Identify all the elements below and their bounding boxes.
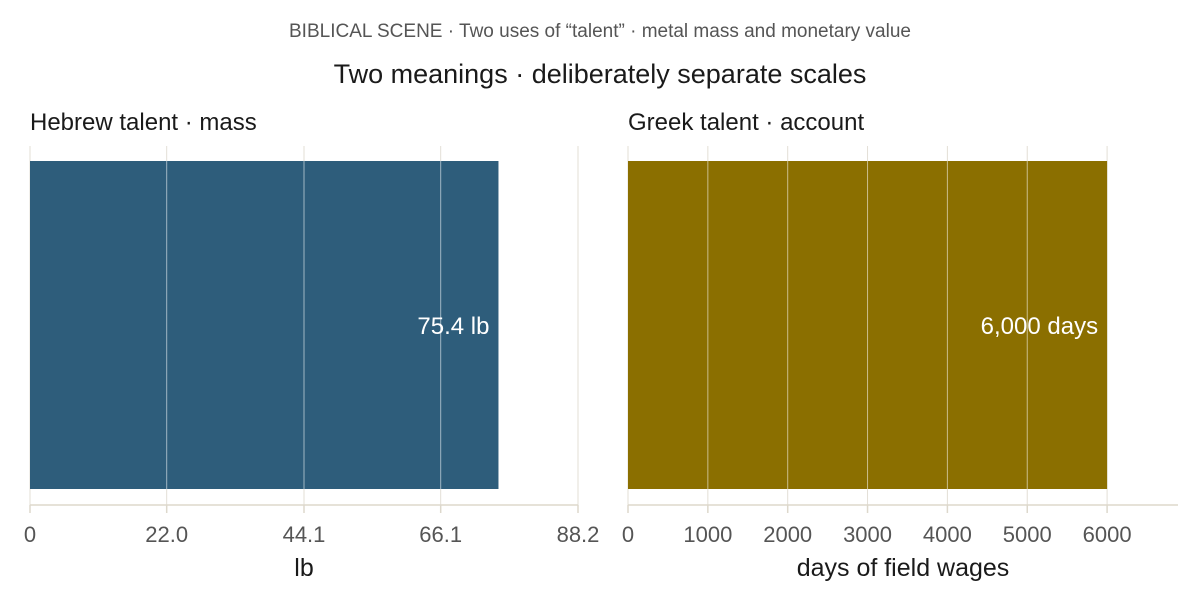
x-tick-label-hebrew: 0 (24, 522, 36, 547)
x-tick-label-greek: 5000 (1003, 522, 1052, 547)
x-tick-label-hebrew: 44.1 (283, 522, 326, 547)
x-tick-label-hebrew: 88.2 (557, 522, 600, 547)
overlay-hebrew: 75.4 lb (166, 161, 489, 489)
x-tick-label-greek: 3000 (843, 522, 892, 547)
x-axis-hebrew: 0 22.0 44.1 66.1 88.2 (24, 504, 600, 547)
x-axis-greek: 0 1000 2000 3000 4000 5000 6000 (622, 504, 1178, 547)
overlay-greek: 6,000 days (707, 161, 1098, 489)
chart-supertitle: BIBLICAL SCENE · Two uses of “talent” · … (289, 21, 911, 42)
x-axis-label-hebrew: lb (294, 554, 313, 582)
panel-title-greek: Greek talent · account (628, 109, 864, 136)
x-tick-label-greek: 2000 (763, 522, 812, 547)
x-tick-label-greek: 6000 (1083, 522, 1132, 547)
bar-hebrew (30, 161, 499, 489)
panel-hebrew-talent: Hebrew talent · mass lb 75.4 lb 0 22.0 44.… (24, 109, 600, 582)
x-tick-label-hebrew: 22.0 (145, 522, 188, 547)
panel-greek-talent: Greek talent · account days of field wag… (622, 109, 1178, 582)
x-axis-label-greek: days of field wages (797, 554, 1010, 582)
chart-title: Two meanings · deliberately separate sca… (334, 59, 867, 89)
bar-value-label-hebrew: 75.4 lb (417, 313, 489, 340)
x-tick-label-hebrew: 66.1 (419, 522, 462, 547)
panel-title-hebrew: Hebrew talent · mass (30, 109, 257, 136)
bar-value-label-greek: 6,000 days (981, 313, 1098, 340)
x-tick-label-greek: 0 (622, 522, 634, 547)
bars-hebrew (30, 161, 499, 489)
x-tick-label-greek: 1000 (683, 522, 732, 547)
x-tick-label-greek: 4000 (923, 522, 972, 547)
